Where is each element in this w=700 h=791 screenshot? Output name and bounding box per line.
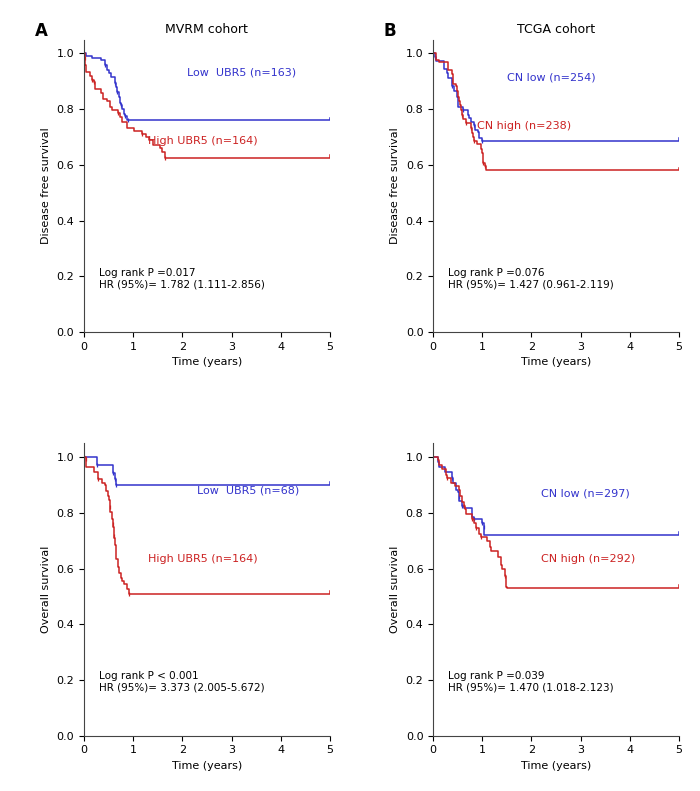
- Text: Low  UBR5 (n=68): Low UBR5 (n=68): [197, 486, 300, 495]
- Text: A: A: [35, 22, 48, 40]
- Text: Log rank P =0.039
HR (95%)= 1.470 (1.018-2.123): Log rank P =0.039 HR (95%)= 1.470 (1.018…: [448, 672, 613, 693]
- Text: Low  UBR5 (n=163): Low UBR5 (n=163): [188, 68, 296, 78]
- Text: Log rank P =0.017
HR (95%)= 1.782 (1.111-2.856): Log rank P =0.017 HR (95%)= 1.782 (1.111…: [99, 267, 265, 290]
- Title: MVRM cohort: MVRM cohort: [165, 23, 248, 36]
- X-axis label: Time (years): Time (years): [172, 358, 242, 367]
- X-axis label: Time (years): Time (years): [521, 761, 592, 771]
- Text: High UBR5 (n=164): High UBR5 (n=164): [148, 136, 258, 146]
- Text: Log rank P < 0.001
HR (95%)= 3.373 (2.005-5.672): Log rank P < 0.001 HR (95%)= 3.373 (2.00…: [99, 672, 265, 693]
- Text: Log rank P =0.076
HR (95%)= 1.427 (0.961-2.119): Log rank P =0.076 HR (95%)= 1.427 (0.961…: [448, 267, 614, 290]
- Text: High UBR5 (n=164): High UBR5 (n=164): [148, 554, 258, 564]
- Title: TCGA cohort: TCGA cohort: [517, 23, 595, 36]
- Text: CN high (n=238): CN high (n=238): [477, 121, 571, 131]
- Text: CN low (n=297): CN low (n=297): [541, 488, 630, 498]
- Y-axis label: Overall survival: Overall survival: [390, 546, 400, 633]
- Y-axis label: Overall survival: Overall survival: [41, 546, 51, 633]
- Y-axis label: Disease free survival: Disease free survival: [390, 127, 400, 244]
- Text: CN low (n=254): CN low (n=254): [507, 72, 596, 82]
- X-axis label: Time (years): Time (years): [521, 358, 592, 367]
- Text: CN high (n=292): CN high (n=292): [541, 554, 636, 564]
- X-axis label: Time (years): Time (years): [172, 761, 242, 771]
- Text: B: B: [384, 22, 397, 40]
- Y-axis label: Disease free survival: Disease free survival: [41, 127, 51, 244]
